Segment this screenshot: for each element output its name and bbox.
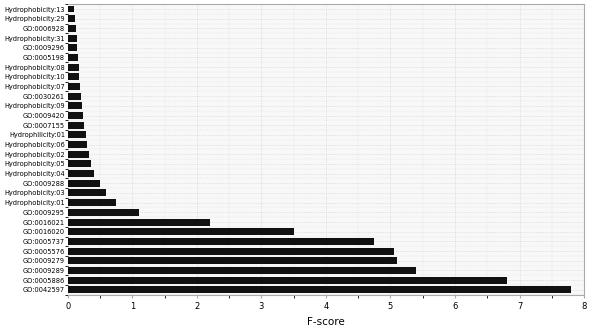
Bar [68, 228, 294, 235]
Bar [68, 267, 416, 274]
Bar [68, 141, 87, 148]
Bar [68, 248, 394, 255]
Bar [68, 122, 85, 129]
Bar [68, 238, 374, 245]
Bar [68, 131, 86, 138]
Bar [68, 277, 506, 284]
Bar [68, 25, 76, 32]
Bar [68, 257, 397, 264]
Bar [68, 102, 82, 109]
Bar [68, 44, 77, 51]
X-axis label: F-score: F-score [307, 317, 345, 327]
Bar [68, 6, 74, 13]
Bar [68, 218, 210, 225]
Bar [68, 170, 93, 177]
Bar [68, 64, 79, 71]
Bar [68, 15, 76, 22]
Bar [68, 161, 91, 167]
Bar [68, 73, 79, 80]
Bar [68, 189, 106, 197]
Bar [68, 83, 80, 90]
Bar [68, 199, 116, 206]
Bar [68, 180, 100, 187]
Bar [68, 34, 77, 42]
Bar [68, 286, 571, 293]
Bar [68, 151, 89, 158]
Bar [68, 54, 78, 61]
Bar [68, 209, 139, 216]
Bar [68, 93, 80, 100]
Bar [68, 112, 83, 119]
